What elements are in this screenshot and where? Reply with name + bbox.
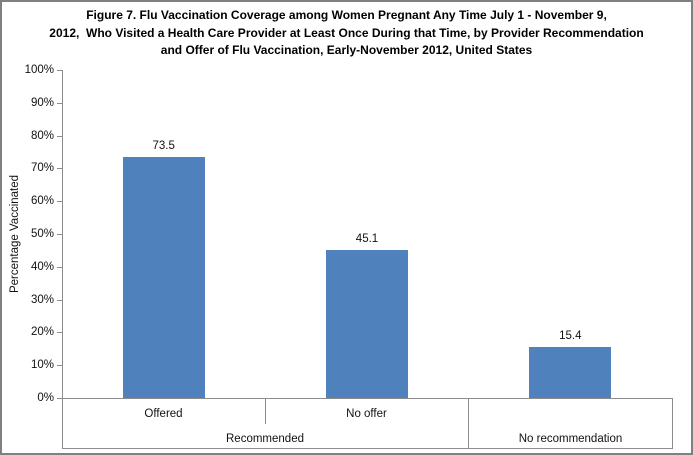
y-axis-tick-label: 40% — [30, 260, 54, 273]
y-axis-tick-mark — [57, 168, 62, 170]
chart-title-line-2: 2012, Who Visited a Health Care Provider… — [49, 25, 644, 40]
category-label-no-offer: No offer — [346, 408, 387, 420]
y-axis-tick-label: 10% — [30, 359, 54, 372]
y-axis-tick-label: 0% — [37, 392, 54, 404]
y-axis-tick-mark — [57, 234, 62, 235]
y-axis-tick-mark — [57, 70, 62, 71]
y-axis-tick-mark — [57, 398, 62, 399]
y-axis-tick-label: 30% — [30, 293, 54, 306]
bar-data-label: 15.4 — [559, 330, 582, 343]
y-axis-tick-mark — [57, 102, 62, 104]
chart-title: Figure 7. Flu Vaccination Coverage among… — [2, 7, 691, 60]
bar-data-label: 45.1 — [355, 233, 379, 246]
bar-no-offer — [326, 250, 408, 398]
y-axis-tick-mark — [57, 332, 62, 334]
y-axis-tick-label: 90% — [30, 96, 54, 109]
y-axis-tick-mark — [57, 266, 62, 268]
y-axis-tick-label: 60% — [30, 195, 54, 208]
bar-no-recommendation — [529, 347, 612, 398]
y-axis-tick-label: 50% — [30, 228, 54, 240]
y-axis-tick-label: 70% — [30, 162, 54, 175]
y-axis-tick-mark — [57, 201, 62, 203]
y-axis-tick-label: 100% — [24, 64, 54, 76]
y-axis-tick-label: 20% — [30, 326, 54, 339]
y-axis-line — [62, 70, 63, 449]
y-axis-tick-label: 80% — [30, 129, 54, 142]
chart-title-line-1: Figure 7. Flu Vaccination Coverage among… — [86, 8, 607, 22]
chart-title-line-3: and Offer of Flu Vaccination, Early-Nove… — [160, 43, 533, 57]
y-axis-tick-mark — [57, 365, 62, 367]
x-axis-line — [62, 398, 673, 399]
group-separator-recommended-norecommendation — [468, 398, 469, 449]
y-axis-tick-mark — [57, 299, 62, 301]
category-axis-bottom-line — [62, 448, 673, 449]
category-separator-offered-nooffer — [265, 398, 266, 424]
category-axis-right-line — [672, 398, 673, 449]
group-label-recommended: Recommended — [226, 433, 304, 445]
y-axis-tick-mark — [57, 135, 62, 137]
category-label-offered: Offered — [144, 408, 183, 420]
bar-offered — [122, 156, 205, 398]
group-label-no-recommendation: No recommendation — [518, 433, 623, 445]
bar-data-label: 73.5 — [152, 139, 175, 152]
